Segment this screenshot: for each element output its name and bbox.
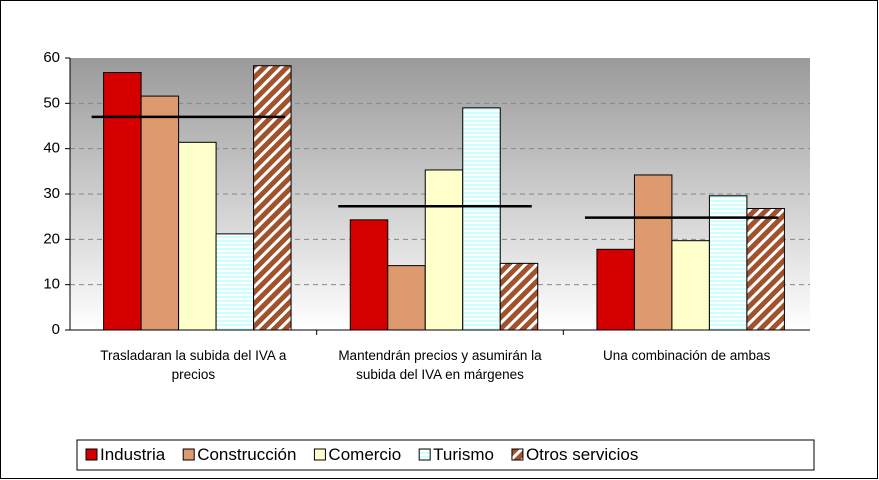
x-tick-label: Una combinación de ambas [602,348,771,363]
bar [103,72,142,331]
bar [424,169,464,331]
x-tick-label: Trasladaran la subida del IVA a precios [100,348,287,382]
legend-swatch [418,448,431,461]
y-tick-label: 60 [43,49,60,66]
bar [746,208,785,331]
y-tick-label: 20 [43,230,60,247]
bar [253,65,292,331]
x-tick-label: Mantendrán precios y asumirán la subida … [338,348,542,382]
bar [215,233,255,331]
legend-swatch [182,448,195,461]
bar [349,219,389,331]
y-tick-label: 30 [43,185,60,202]
bar [633,174,673,331]
legend-label: Otros servicios [526,445,638,464]
bar [499,262,539,331]
bar [387,265,426,331]
bar [671,240,710,331]
legend-label: Construcción [197,445,296,464]
legend-label: Industria [100,445,166,464]
y-tick-label: 10 [43,276,60,293]
bar [178,141,217,331]
bar [708,195,748,331]
bar [140,95,180,331]
legend-swatch [85,448,98,461]
bar [596,248,635,331]
bar [462,107,501,331]
y-tick-label: 0 [52,321,60,338]
legend-box [76,439,815,471]
legend-label: Turismo [433,445,494,464]
y-tick-label: 50 [43,94,60,111]
legend-swatch [511,448,524,461]
legend-label: Comercio [328,445,401,464]
legend-swatch [313,448,326,461]
y-tick-label: 40 [43,140,60,157]
